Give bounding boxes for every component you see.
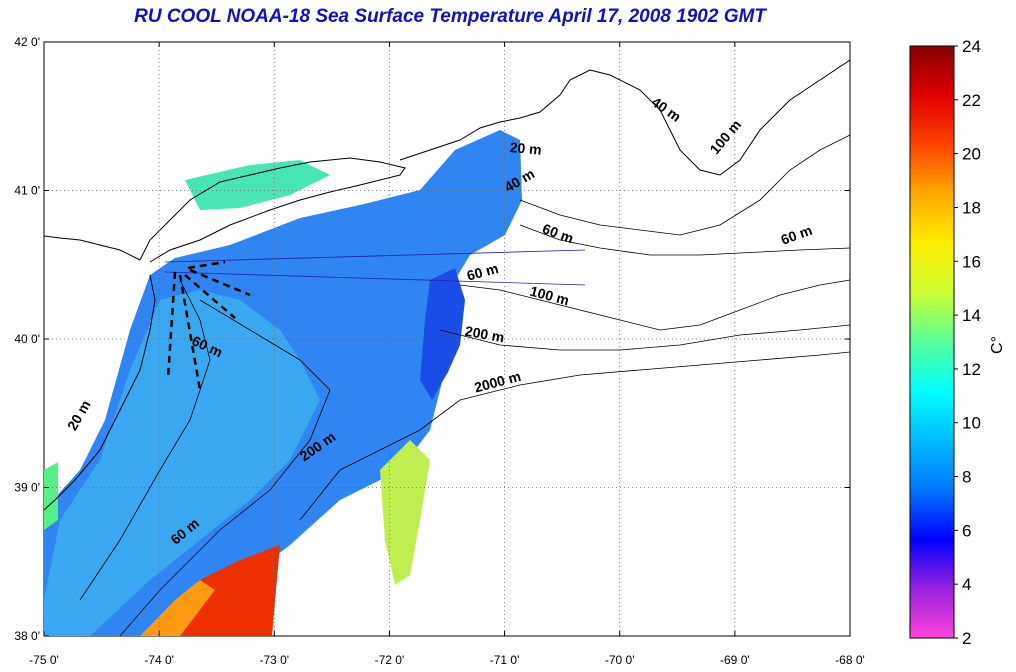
colorbar xyxy=(909,45,955,639)
contour-60m-east xyxy=(519,224,850,256)
glider-dashed-tracks xyxy=(166,260,251,391)
sst-field xyxy=(44,59,850,636)
coastline-long-island xyxy=(139,157,406,263)
colorbar-tick-label: 20 xyxy=(962,145,981,164)
contour-200m xyxy=(439,324,850,351)
colorbar-tick-label: 8 xyxy=(962,468,971,487)
colorbar-unit-label: C° xyxy=(989,336,1006,354)
latitude-tick-labels: 42 0' 41 0' 40 0' 39 0' 38 0' xyxy=(14,35,40,643)
colorbar-tick-label: 4 xyxy=(962,575,971,594)
colorbar-tick-label: 18 xyxy=(962,198,981,217)
colorbar-tick-label: 10 xyxy=(962,414,981,433)
contour-label: 200 m xyxy=(464,323,506,346)
lon-tick-label: -75 0' xyxy=(29,653,59,667)
lat-tick-label: 38 0' xyxy=(14,629,40,643)
contour-100m-east xyxy=(519,134,850,236)
lat-tick-label: 40 0' xyxy=(14,332,40,346)
contour-2000m xyxy=(299,351,850,521)
colorbar-tick-label: 22 xyxy=(962,91,981,110)
lon-tick-label: -73 0' xyxy=(259,653,289,667)
contour-60m xyxy=(119,299,331,636)
lon-tick-label: -72 0' xyxy=(375,653,405,667)
colorbar-tick-label: 6 xyxy=(962,521,971,540)
sst-slope-cold-water xyxy=(420,268,465,400)
contour-20m xyxy=(79,279,211,601)
transect-line-north xyxy=(164,249,586,263)
lon-tick-label: -69 0' xyxy=(720,653,750,667)
transect-line-south xyxy=(164,271,586,286)
contour-100m xyxy=(459,279,850,331)
lon-tick-label: -74 0' xyxy=(144,653,174,667)
colorbar-tick-label: 12 xyxy=(962,360,981,379)
lat-lon-grid xyxy=(43,41,851,637)
lon-tick-label: -70 0' xyxy=(605,653,635,667)
colorbar-tick-labels: 24 22 20 18 16 14 12 10 8 6 4 2 xyxy=(954,37,981,648)
sst-inner-shelf-water xyxy=(44,290,320,636)
sst-eddy-warm-water xyxy=(380,440,430,585)
lat-tick-label: 39 0' xyxy=(14,481,40,495)
colorbar-tick-label: 14 xyxy=(962,306,981,325)
coastline-new-jersey xyxy=(44,274,156,511)
lon-tick-label: -68 0' xyxy=(835,653,865,667)
coastline-hudson xyxy=(44,235,141,261)
colorbar-tick-label: 2 xyxy=(962,629,971,648)
lat-tick-label: 41 0' xyxy=(14,184,40,198)
contour-label: 20 m xyxy=(509,139,542,158)
longitude-tick-labels: -75 0' -74 0' -73 0' -72 0' -71 0' -70 0' -69 … xyxy=(29,653,865,667)
chart-title: RU COOL NOAA-18 Sea Surface Temperature … xyxy=(134,6,766,27)
contour-label: 60 m xyxy=(465,260,500,284)
colorbar-tick-label: 16 xyxy=(962,252,981,271)
sst-coastal-warm-water xyxy=(185,160,330,210)
lon-tick-label: -71 0' xyxy=(490,653,520,667)
lat-tick-label: 42 0' xyxy=(14,35,40,49)
sst-southern-coastal-water xyxy=(44,462,58,530)
coastline-new-england xyxy=(399,59,850,176)
colorbar-tick-label: 24 xyxy=(962,37,981,56)
